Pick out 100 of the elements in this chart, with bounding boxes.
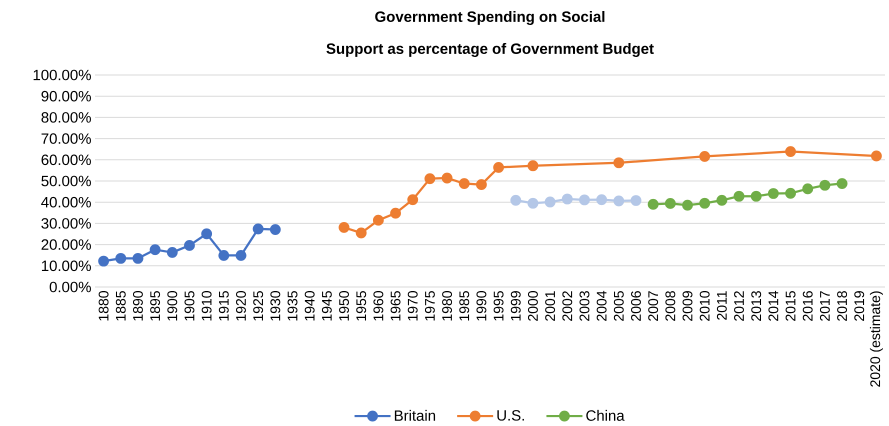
x-tick-label: 1970 [408,290,418,320]
x-tick-label: 2018 [837,291,848,321]
y-tick-label: 30.00% [41,218,91,229]
point [562,194,573,204]
y-tick-label: 0.00% [50,282,91,292]
x-tick-label: 2006 [631,291,641,321]
x-tick-label: 2011 [716,291,727,320]
point [699,198,710,209]
legend-label: China [586,410,625,421]
x-tick-label: 2020 (estimate) [870,291,883,387]
x-tick-label: 1935 [288,291,298,320]
x-tick-label: 1915 [218,291,229,320]
point [699,150,710,162]
point [98,256,110,266]
point [493,162,504,173]
point [372,214,384,226]
x-tick-label: 1885 [116,291,126,320]
point [115,252,126,264]
x-tick-label: 1975 [424,291,435,320]
x-tick-label: 2019 [854,291,864,321]
point [819,180,830,191]
point [785,146,796,157]
x-tick-label: 1890 [132,290,143,320]
x-tick-label: 2015 [786,291,796,321]
point [630,194,642,206]
point [596,194,608,205]
x-tick-label: 1920 [236,290,246,320]
x-tick-label: 2004 [596,290,607,321]
point [802,183,814,194]
y-tick-label: 80.00% [41,112,91,123]
point [664,198,676,209]
point [390,208,401,219]
x-tick-label: 1965 [390,291,400,320]
point [166,246,178,258]
chart-title: Government Spending on Social [375,10,604,25]
point [648,198,659,210]
x-tick-label: 1895 [150,291,160,320]
point [338,222,350,233]
point [424,173,436,184]
y-tick-label: 10.00% [42,260,91,271]
point [270,224,281,235]
point [682,200,693,210]
legend-label: Britain [394,410,436,421]
x-tick-label: 2012 [734,291,744,321]
point [356,227,367,238]
x-tick-label: 2001 [545,291,556,321]
x-tick-label: 2007 [648,291,658,321]
point [252,223,264,234]
y-tick-label: 90.00% [42,90,91,102]
y-tick-label: 20.00% [42,239,91,250]
x-tick-label: 1960 [373,290,384,320]
point [871,150,882,162]
x-tick-label: 1925 [253,291,264,320]
x-tick-label: 2005 [614,291,624,321]
point [132,252,144,264]
x-tick-label: 1985 [459,291,470,320]
x-tick-label: 1999 [510,291,521,320]
x-tick-label: 1995 [494,291,504,320]
point [750,190,762,202]
point [734,190,744,202]
point [510,194,522,206]
chart-subtitle: Support as percentage of Government Budget [326,42,654,57]
x-tick-label: 2003 [580,291,590,321]
x-tick-label: 2000 [528,290,538,321]
x-tick-label: 1990 [476,290,486,320]
x-tick-label: 1900 [167,290,178,320]
x-tick-label: 2009 [682,291,692,321]
x-tick-label: 2017 [820,291,830,321]
legend-label: U.S. [497,410,524,421]
x-tick-label: 1880 [98,290,109,320]
x-tick-label: 1955 [356,291,366,320]
point [613,195,624,206]
point [407,194,418,205]
x-tick-label: 2014 [768,290,778,321]
x-tick-label: 2010 [700,290,710,321]
x-tick-label: 1905 [184,291,194,320]
point [579,194,590,206]
x-tick-label: 2008 [665,291,676,321]
point [442,172,452,184]
x-tick-label: 1980 [442,290,452,320]
x-tick-label: 2013 [751,291,762,321]
point [458,178,470,189]
point [544,196,556,208]
x-tick-label: 2002 [562,291,572,321]
point [613,157,624,168]
point [150,244,161,256]
y-tick-label: 100.00% [34,70,91,80]
x-tick-label: 1930 [270,290,280,320]
point [528,160,538,172]
point [528,198,538,209]
x-tick-label: 1950 [339,290,349,320]
point [768,188,779,199]
point [836,178,848,189]
x-tick-label: 1940 [304,290,315,320]
point [218,250,230,261]
point [716,194,728,206]
y-tick-label: 40.00% [41,196,91,208]
point [201,228,212,240]
y-tick-label: 50.00% [41,176,91,186]
x-tick-label: 1945 [322,291,332,320]
